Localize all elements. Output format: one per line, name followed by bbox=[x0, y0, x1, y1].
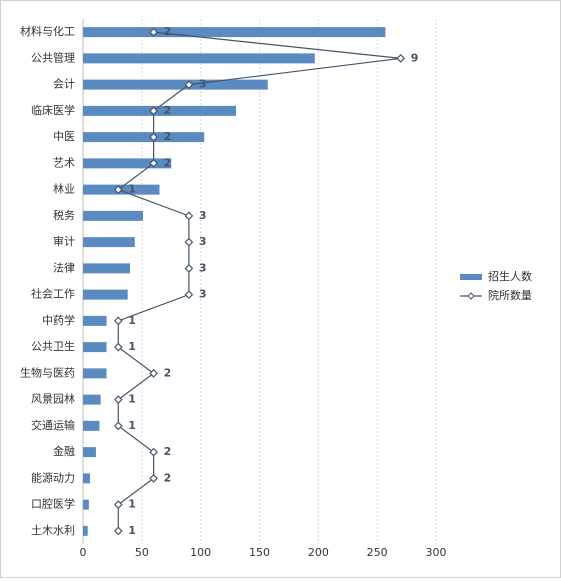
bar bbox=[83, 237, 135, 248]
bar bbox=[83, 79, 268, 90]
y-tick-label: 风景园林 bbox=[31, 392, 75, 406]
marker bbox=[149, 369, 158, 378]
y-tick-label: 中医 bbox=[53, 130, 75, 143]
bar bbox=[83, 105, 236, 116]
y-tick-label: 法律 bbox=[53, 260, 75, 274]
y-tick-label: 会计 bbox=[53, 78, 75, 91]
legend-marker bbox=[467, 292, 475, 300]
y-tick-label: 社会工作 bbox=[31, 287, 75, 301]
marker bbox=[184, 264, 194, 273]
y-tick-label: 生物与医药 bbox=[20, 365, 75, 379]
y-tick-label: 临床医学 bbox=[31, 103, 75, 117]
bar bbox=[83, 263, 131, 274]
x-tick-label: 300 bbox=[426, 546, 447, 559]
data-label: 2 bbox=[164, 445, 172, 458]
bar bbox=[83, 525, 88, 536]
x-tick-label: 150 bbox=[249, 546, 270, 559]
marker bbox=[149, 447, 158, 457]
marker bbox=[149, 27, 158, 37]
data-label: 2 bbox=[164, 471, 172, 484]
x-tick-label: 250 bbox=[367, 546, 388, 559]
legend-label: 招生人数 bbox=[488, 269, 532, 283]
y-tick-label: 交通运输 bbox=[31, 418, 75, 432]
data-label: 3 bbox=[199, 78, 207, 91]
x-tick-label: 50 bbox=[135, 546, 149, 559]
marker bbox=[113, 421, 123, 431]
data-label: 2 bbox=[164, 130, 172, 143]
bar bbox=[83, 210, 144, 221]
bar bbox=[83, 368, 107, 379]
marker bbox=[149, 132, 158, 142]
y-tick-label: 公共管理 bbox=[31, 50, 75, 64]
y-tick-label: 审计 bbox=[53, 234, 75, 248]
marker bbox=[113, 185, 123, 194]
marker bbox=[113, 526, 123, 536]
y-tick-label: 艺术 bbox=[53, 156, 75, 169]
data-label: 3 bbox=[199, 235, 207, 248]
x-tick-label: 100 bbox=[190, 546, 211, 559]
y-tick-label: 中药学 bbox=[42, 313, 75, 327]
data-label: 1 bbox=[128, 340, 136, 353]
legend-label: 院所数量 bbox=[488, 288, 532, 302]
y-tick-label: 口腔医学 bbox=[31, 497, 75, 511]
data-label: 2 bbox=[164, 156, 172, 169]
bar bbox=[83, 289, 128, 300]
marker bbox=[113, 500, 123, 509]
marker bbox=[149, 474, 158, 483]
legend-swatch bbox=[460, 274, 482, 280]
data-label: 3 bbox=[199, 261, 207, 274]
x-tick-label: 0 bbox=[80, 546, 87, 559]
bar bbox=[83, 132, 205, 143]
bar bbox=[83, 473, 91, 484]
bar bbox=[83, 158, 172, 169]
marker bbox=[396, 54, 406, 63]
y-tick-label: 材料与化工 bbox=[20, 24, 75, 38]
bar bbox=[83, 447, 96, 458]
y-tick-label: 土木水利 bbox=[31, 524, 75, 537]
data-label: 1 bbox=[128, 183, 136, 196]
marker bbox=[184, 237, 194, 247]
marker bbox=[149, 106, 158, 116]
bar bbox=[83, 394, 101, 405]
y-tick-label: 林业 bbox=[53, 182, 75, 196]
marker bbox=[113, 316, 123, 326]
data-label: 1 bbox=[128, 524, 136, 537]
bar bbox=[83, 420, 100, 431]
line bbox=[117, 31, 401, 531]
data-label: 2 bbox=[164, 104, 172, 117]
x-tick-label: 200 bbox=[308, 546, 329, 559]
marker bbox=[184, 211, 194, 221]
data-label: 2 bbox=[164, 366, 172, 379]
bar bbox=[83, 499, 89, 510]
marker bbox=[113, 342, 123, 352]
data-label: 1 bbox=[128, 393, 136, 406]
data-label: 1 bbox=[128, 419, 136, 432]
bar bbox=[83, 27, 386, 38]
marker bbox=[184, 80, 194, 89]
data-label: 3 bbox=[199, 288, 207, 301]
data-label: 2 bbox=[164, 25, 172, 38]
data-label: 1 bbox=[128, 498, 136, 511]
marker bbox=[184, 290, 194, 299]
marker bbox=[149, 159, 158, 168]
bar bbox=[83, 53, 315, 64]
y-tick-label: 公共卫生 bbox=[31, 339, 75, 353]
bar bbox=[83, 315, 107, 326]
data-label: 9 bbox=[411, 51, 419, 64]
y-tick-label: 税务 bbox=[53, 208, 75, 222]
y-tick-label: 能源动力 bbox=[31, 470, 75, 484]
data-label: 1 bbox=[128, 314, 136, 327]
marker bbox=[113, 395, 123, 404]
data-label: 3 bbox=[199, 209, 207, 222]
bar bbox=[83, 342, 107, 353]
y-tick-label: 金融 bbox=[53, 444, 75, 458]
